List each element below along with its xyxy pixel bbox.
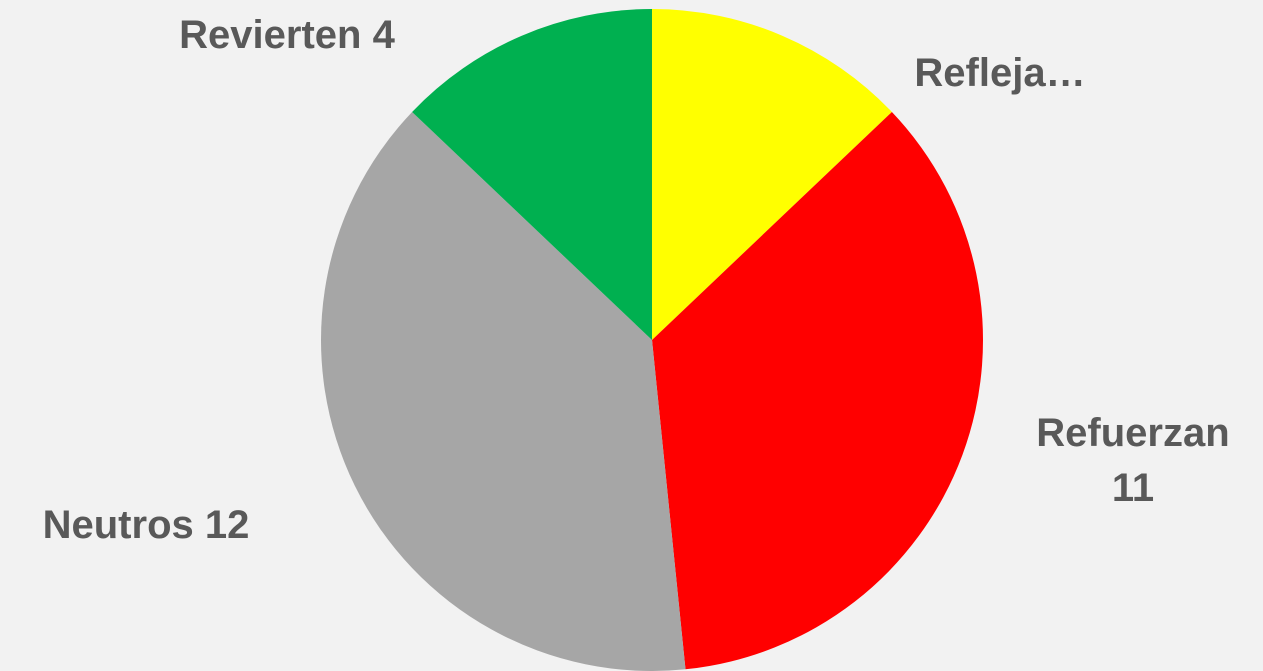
- label-category: Refleja…: [914, 51, 1085, 95]
- pie-slice: [652, 9, 892, 340]
- pie-slice: [652, 111, 984, 670]
- pie-slice: [412, 9, 652, 340]
- label-value: 4: [373, 13, 396, 57]
- label-value: 11: [1112, 466, 1154, 510]
- pie-slice: [321, 111, 686, 671]
- data-label: Refuerzan 11: [1036, 411, 1229, 510]
- label-category: Revierten: [179, 13, 361, 57]
- label-category: Refuerzan: [1036, 411, 1229, 455]
- data-label: Refleja…: [914, 51, 1085, 95]
- data-label: Revierten 4: [179, 13, 395, 57]
- data-label: Neutros 12: [43, 503, 250, 547]
- label-value: 12: [205, 503, 250, 547]
- label-category: Neutros: [43, 503, 194, 547]
